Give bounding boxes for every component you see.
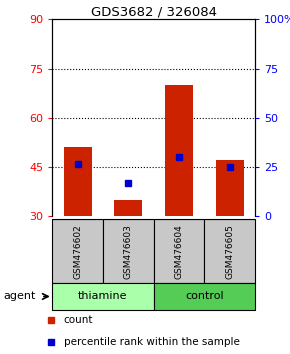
Bar	[204, 219, 255, 283]
Bar	[154, 219, 204, 283]
Text: thiamine: thiamine	[78, 291, 128, 302]
Text: control: control	[185, 291, 224, 302]
Text: percentile rank within the sample: percentile rank within the sample	[64, 337, 240, 347]
Bar	[64, 147, 92, 216]
Bar	[52, 283, 154, 310]
Text: GSM476605: GSM476605	[225, 224, 234, 279]
Bar	[103, 219, 154, 283]
Title: GDS3682 / 326084: GDS3682 / 326084	[91, 5, 217, 18]
Bar	[52, 219, 103, 283]
Bar	[154, 283, 255, 310]
Text: GSM476604: GSM476604	[175, 224, 184, 279]
Text: agent: agent	[3, 291, 35, 302]
Bar	[114, 200, 142, 216]
Bar	[165, 85, 193, 216]
Bar	[216, 160, 244, 216]
Text: count: count	[64, 315, 93, 325]
Text: GSM476602: GSM476602	[73, 224, 82, 279]
Text: GSM476603: GSM476603	[124, 224, 133, 279]
